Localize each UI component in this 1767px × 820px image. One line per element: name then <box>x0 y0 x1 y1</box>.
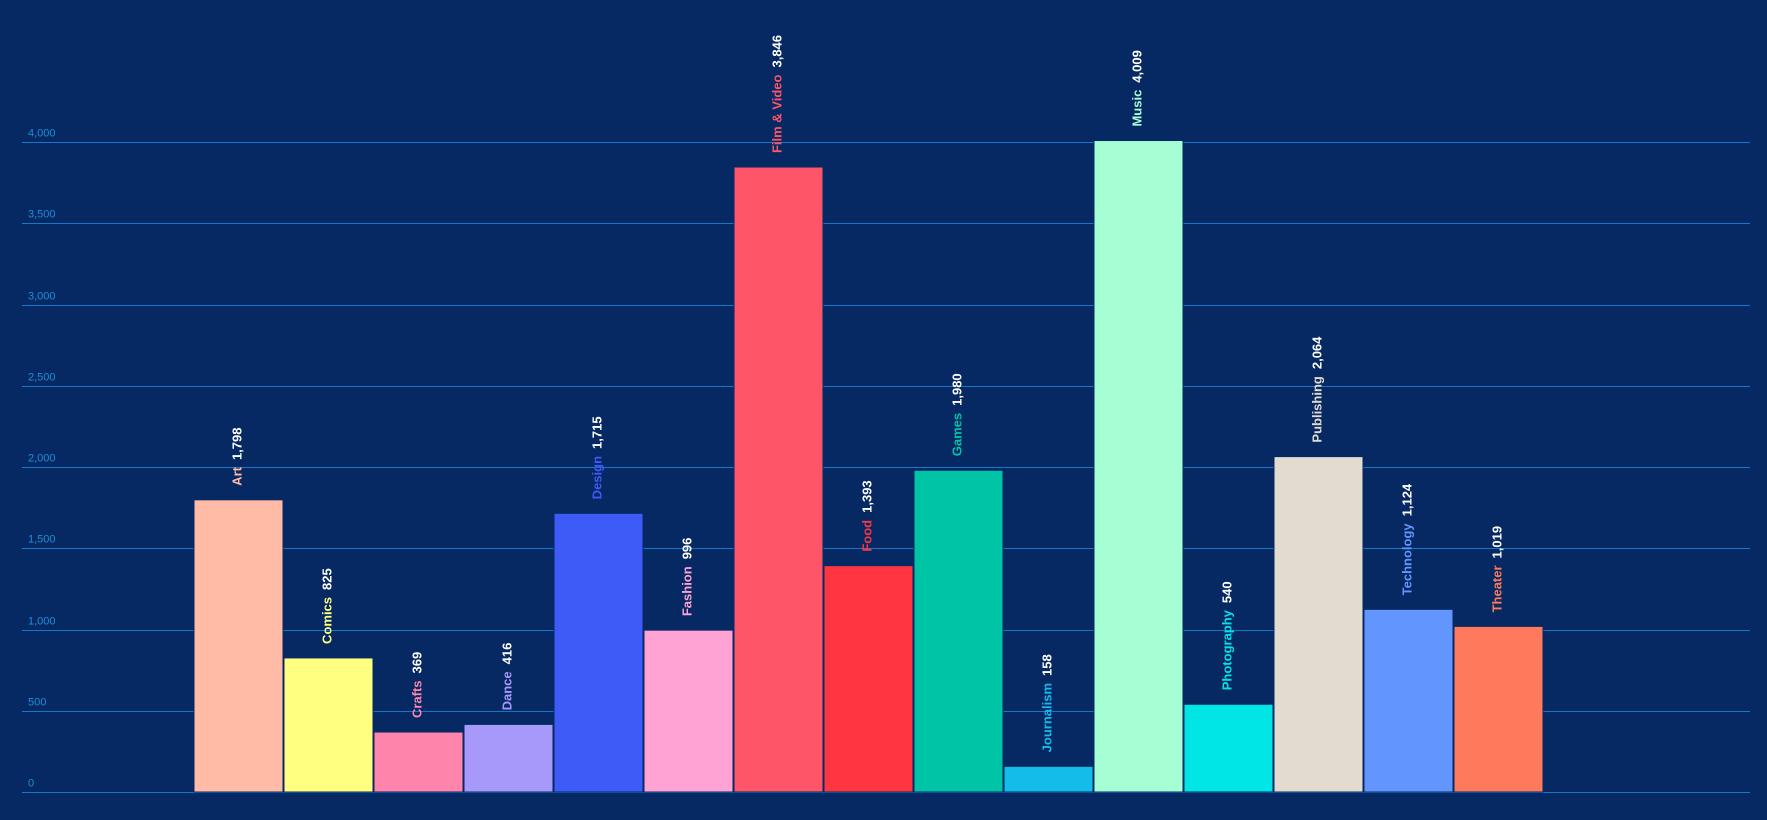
value-label: 2,064 <box>1310 336 1325 369</box>
bar-photography <box>1183 703 1274 793</box>
value-label: 1,980 <box>950 373 965 406</box>
value-label: 158 <box>1040 654 1055 676</box>
value-label: 3,846 <box>770 35 785 68</box>
category-label: Photography <box>1220 609 1235 690</box>
bar-labels: Art 1,798 Comics 825 Crafts 369 Dance 416 Design… <box>230 35 1505 752</box>
value-label: 1,393 <box>860 480 875 513</box>
category-label: Design <box>590 456 605 499</box>
bars <box>193 140 1544 793</box>
category-label: Dance <box>500 671 515 710</box>
category-label: Music <box>1130 90 1145 127</box>
category-label: Theater <box>1490 565 1505 612</box>
bar-technology <box>1363 608 1454 793</box>
value-label: 825 <box>320 568 335 590</box>
bar-label: Crafts 369 <box>410 652 425 718</box>
value-label: 1,019 <box>1490 526 1505 559</box>
bar-music <box>1093 140 1184 793</box>
y-tick-label: 3,500 <box>28 209 56 221</box>
value-label: 369 <box>410 652 425 674</box>
bar-label: Theater 1,019 <box>1490 526 1505 613</box>
category-label: Technology <box>1400 523 1415 596</box>
y-tick-label: 2,000 <box>28 453 56 465</box>
bar-label: Music 4,009 <box>1130 50 1145 126</box>
bar-comics <box>283 657 374 793</box>
y-tick-label: 3,000 <box>28 291 56 303</box>
bar-label: Games 1,980 <box>950 373 965 456</box>
value-label: 416 <box>500 643 515 665</box>
bar-label: Fashion 996 <box>680 538 695 617</box>
value-label: 540 <box>1220 581 1235 603</box>
bar-food <box>823 565 914 793</box>
bar-label: Food 1,393 <box>860 480 875 551</box>
bar-label: Journalism 158 <box>1040 654 1055 752</box>
y-axis-ticks: 0 500 1,000 1,500 2,000 2,500 3,000 3,500 4,000 <box>28 128 56 790</box>
value-label: 996 <box>680 538 695 560</box>
value-label: 1,715 <box>590 416 605 449</box>
bar-label: Comics 825 <box>320 568 335 644</box>
bar-label: Photography 540 <box>1220 581 1235 690</box>
category-label: Publishing <box>1310 376 1325 443</box>
y-tick-label: 4,000 <box>28 128 56 140</box>
bar-design <box>553 512 644 793</box>
bar-publishing <box>1273 456 1364 793</box>
category-label: Games <box>950 413 965 456</box>
category-label: Journalism <box>1040 683 1055 752</box>
bar-theater <box>1453 625 1544 793</box>
bar-label: Design 1,715 <box>590 416 605 499</box>
value-label: 4,009 <box>1130 50 1145 83</box>
bar-dance <box>463 723 554 793</box>
bar-label: Film & Video 3,846 <box>770 35 785 153</box>
value-label: 1,124 <box>1400 483 1415 516</box>
y-tick-label: 1,000 <box>28 616 56 628</box>
bar-label: Technology 1,124 <box>1400 483 1415 595</box>
category-label: Comics <box>320 597 335 644</box>
y-tick-label: 0 <box>28 778 34 790</box>
category-label: Art <box>230 466 245 485</box>
bar-crafts <box>373 731 464 793</box>
y-tick-label: 500 <box>28 697 46 709</box>
bar-label: Publishing 2,064 <box>1310 336 1325 443</box>
value-label: 1,798 <box>230 427 245 460</box>
bar-film-video <box>733 166 824 793</box>
y-tick-label: 1,500 <box>28 534 56 546</box>
bar-art <box>193 499 284 793</box>
bar-games <box>913 469 1004 793</box>
category-label: Fashion <box>680 566 695 616</box>
category-label: Food <box>860 520 875 552</box>
bar-journalism <box>1003 765 1094 793</box>
category-label: Crafts <box>410 680 425 718</box>
y-tick-label: 2,500 <box>28 372 56 384</box>
bar-label: Art 1,798 <box>230 427 245 485</box>
bar-label: Dance 416 <box>500 643 515 711</box>
bar-fashion <box>643 629 734 793</box>
category-label: Film & Video <box>770 74 785 153</box>
